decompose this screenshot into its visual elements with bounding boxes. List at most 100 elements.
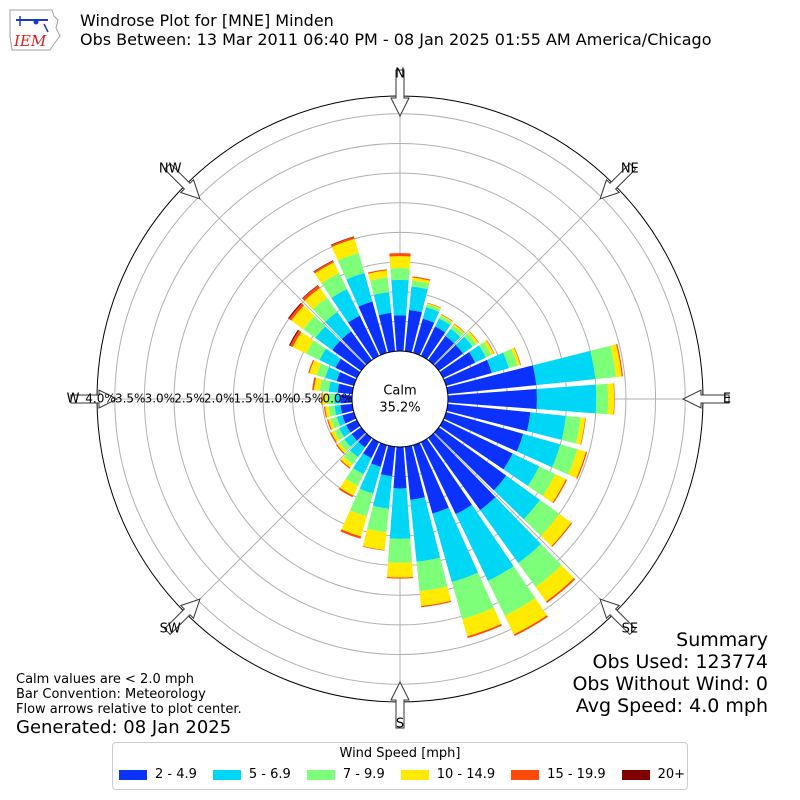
radial-tick-label: 3.5% [115,392,146,406]
windrose-bar-segment [288,329,299,346]
windrose-bar-segment [336,415,346,426]
legend-swatch [621,769,650,780]
iem-logo: IEM [9,9,61,51]
compass-label-ne: NE [621,162,639,177]
compass-arrow [599,162,637,200]
windrose-bar-segment [420,438,472,515]
windrose-bar-segment [590,345,616,380]
windrose-bar-segment [595,383,609,415]
windrose-bar-segment [325,367,340,382]
windrose-bar-segment [432,507,479,583]
windrose-bar-segment [439,352,476,379]
windrose-bar-segment [542,474,567,503]
windrose-bar-segment [412,276,431,281]
windrose-bar-segment [340,459,351,469]
windrose-bar-segment [330,432,337,443]
windrose-bar-segment [568,449,586,479]
compass-label-e: E [723,392,731,407]
legend-label: 10 - 14.9 [436,767,496,782]
legend-swatch [212,769,241,780]
windrose-bar-segment [446,403,531,432]
windrose-bar-segment [340,456,353,468]
windrose-bar-segment [303,315,326,338]
windrose-bar-segment [393,446,407,489]
windrose-bar-segment [511,347,521,366]
windrose-bar-segment [330,416,340,429]
compass-arrow [163,162,201,200]
summary-heading: Summary [676,629,768,651]
windrose-bar-segment [328,381,340,393]
windrose-bar-segment [483,340,494,355]
chart-labels: 0.0%0.5%1.0%1.5%2.0%2.5%3.0%3.5%4.0% Calm… [67,67,732,732]
windrose-bar-segment [607,383,615,415]
windrose-bar-segment [443,359,492,386]
windrose-bar-segment [514,347,521,365]
windrose-bar-segment [339,478,358,496]
legend-title: Wind Speed [mph] [339,746,461,761]
windrose-bar-segment [306,340,326,361]
compass-label-se: SE [622,621,638,636]
compass-arrow [390,69,410,118]
windrose-bar-segment [334,405,342,416]
legend-label: 5 - 6.9 [248,767,291,782]
windrose-bar-segment [435,318,451,333]
windrose-bar-segment [439,419,513,470]
windrose-bar-segment [302,285,319,299]
radial-tick-label: 2.0% [204,392,235,406]
legend-swatch [306,769,335,780]
windrose-bar-segment [288,303,304,321]
windrose-bar-segment [391,279,409,316]
windrose-bar-segment [346,419,361,433]
windrose-bar-segment [304,287,327,310]
windrose-bar-segment [503,348,518,369]
windrose-bar-segment [348,315,380,360]
radial-tick-label: 0.0% [323,392,354,406]
windrose-bar-segment [551,444,578,475]
legend-label: 20+ [657,767,686,782]
compass-label-n: N [395,67,405,82]
legend-label: 15 - 19.9 [547,767,606,782]
windrose-bar-segment [312,297,338,323]
windrose-bar-segment [451,572,494,620]
windrose-bar-segment [353,453,372,475]
windrose-bar-segment [561,415,581,444]
windrose-bar-segment [349,441,365,458]
legend-swatch [511,769,540,780]
windrose-bar-segment [368,269,387,274]
windrose-bar-segment [552,479,568,504]
compass-arrow [390,680,410,729]
windrose-bar-segment [440,314,453,322]
windrose-bar-segment [327,393,335,405]
windrose-bar-segment [427,302,442,309]
windrose-bar-segment [321,393,323,405]
windrose-bar-segment [527,412,566,440]
windrose-bar-segment [409,286,428,313]
windrose-bar-segment [575,417,586,445]
windrose-bar-segment [389,488,411,539]
windrose-bar-segment [330,236,355,248]
windrose-bar-segment [421,600,452,608]
legend-label: 7 - 9.9 [342,767,385,782]
windrose-bar-segment [454,323,465,333]
grid-spoke [185,184,367,366]
compass-arrows [70,69,730,729]
windrose-bar-segment [532,350,596,386]
windrose-bar-segment [518,543,562,588]
windrose-bar-segment [480,497,541,563]
windrose-bar-segment [287,302,302,319]
flow-note: Flow arrows relative to plot center. [16,702,242,717]
windrose-bar-segment [467,331,479,344]
windrose-bar-segment [332,340,366,371]
windrose-bar-segment [523,499,560,536]
windrose-bar-segment [478,342,492,358]
windrose-bar-segment [313,260,334,272]
compass-label-w: W [67,392,80,407]
legend-item: 20+ [621,767,686,782]
windrose-bar-segment [313,260,334,274]
windrose-bar-segment [422,307,440,323]
legend-swatch [119,769,147,780]
windrose-bar-segment [292,332,314,354]
windrose-bar-segment [323,406,328,418]
windrose-bar-segment [321,273,347,298]
